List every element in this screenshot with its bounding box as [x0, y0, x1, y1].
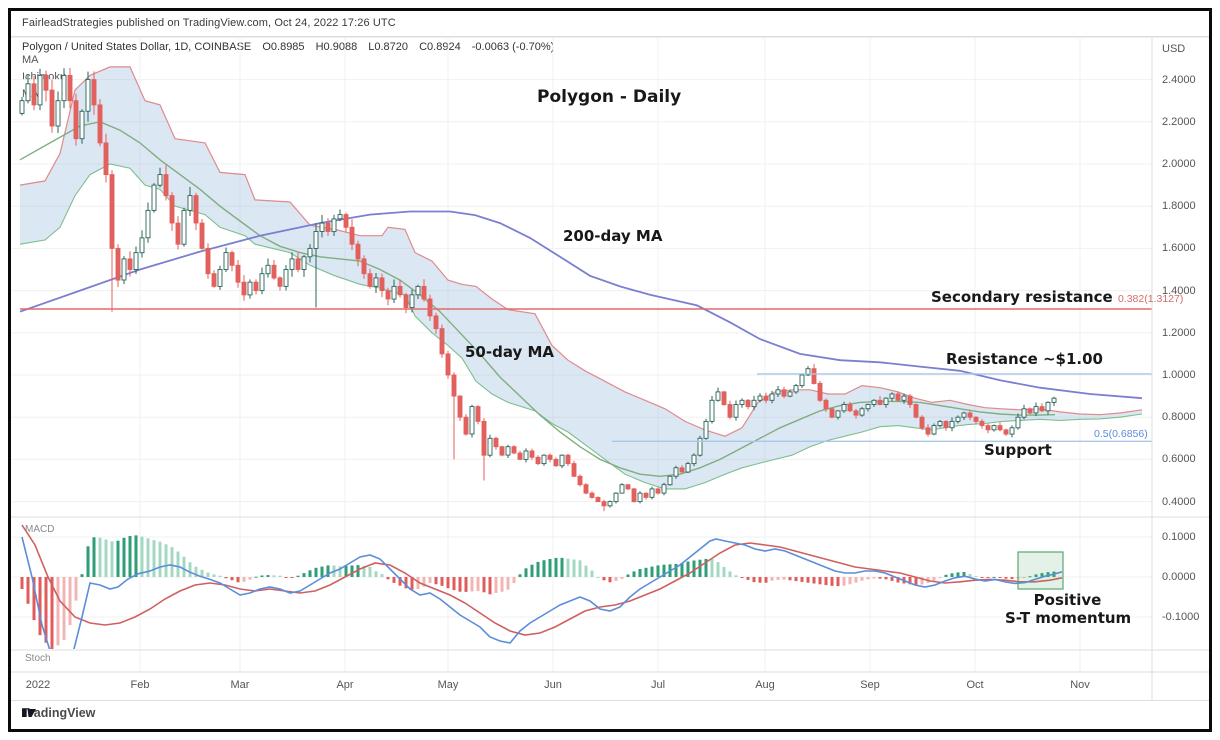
tradingview-brand[interactable]: TradingView [22, 706, 95, 720]
fib-0382-label: 0.382(1.3127) [1117, 293, 1184, 305]
macd-axis-tick: -0.1000 [1162, 611, 1200, 623]
time-axis-label: May [437, 679, 459, 691]
annotation-200day-ma: 200-day MA [563, 227, 663, 245]
macd-pane-label: MACD [25, 524, 55, 535]
annotation-momentum: Positive S-T momentum [1005, 591, 1132, 627]
macd-line [21, 536, 1063, 649]
ichimoku-cloud [20, 66, 1142, 489]
time-axis-label: Jul [650, 679, 666, 691]
symbol-bar: Polygon / United States Dollar, 1D, COIN… [22, 41, 562, 53]
published-line: FairleadStrategies published on TradingV… [22, 17, 396, 29]
momentum-highlight-box [1017, 551, 1064, 590]
time-axis-label: Mar [230, 679, 250, 691]
time-axis-label: Aug [755, 679, 775, 691]
price-axis-tick: 1.8000 [1162, 200, 1196, 213]
annotation-chart-title: Polygon - Daily [537, 87, 682, 107]
fib-05-label: 0.5(0.6856) [1094, 428, 1148, 440]
annotation-support: Support [984, 441, 1052, 459]
price-axis-tick: 0.4000 [1162, 495, 1196, 508]
price-axis-tick: 1.0000 [1162, 369, 1196, 381]
ohlc-low: L0.8720 [368, 41, 409, 53]
annotation-50day-ma: 50-day MA [465, 343, 555, 361]
stoch-pane-label: Stoch [25, 653, 51, 664]
senkou-span-b [19, 66, 1143, 437]
symbol-name: Polygon / United States Dollar, 1D, COIN… [22, 41, 252, 53]
ohlc-open: O0.8985 [262, 41, 305, 53]
price-axis-tick: 2.0000 [1162, 158, 1196, 170]
ma200-line [19, 210, 1143, 400]
time-axis-label: Sep [860, 679, 880, 691]
price-axis-currency: USD [1162, 43, 1186, 55]
momentum-line-2: S-T momentum [1005, 609, 1132, 627]
annotation-resistance: Resistance ~$1.00 [946, 350, 1103, 368]
time-axis-label: Oct [966, 679, 984, 691]
price-axis-tick: 2.4000 [1162, 73, 1196, 86]
macd-axis-tick: 0.0000 [1162, 571, 1196, 583]
time-axis-label: 2022 [25, 679, 51, 691]
time-axis-label: Jun [544, 679, 562, 691]
ohlc-high: H0.9088 [315, 41, 358, 53]
macd-signal-line [21, 524, 1063, 636]
ohlc-close: C0.8924 [419, 41, 461, 53]
candles [19, 68, 1057, 512]
time-axis-label: Feb [130, 679, 150, 691]
legend-ma-1: MA [22, 54, 39, 66]
time-axis-label: Nov [1070, 679, 1090, 691]
annotation-secondary-resistance: Secondary resistance 0.382(1.3127) [931, 288, 1183, 306]
time-axis-label: Apr [336, 679, 354, 691]
secondary-resistance-text: Secondary resistance [931, 288, 1113, 306]
price-axis-tick: 0.6000 [1162, 453, 1196, 466]
macd-pane [20, 524, 1063, 649]
footer-divider [11, 700, 1209, 701]
price-axis-tick: 2.2000 [1162, 115, 1196, 128]
ma50-line [19, 121, 1056, 478]
price-axis-tick: 1.6000 [1162, 242, 1196, 255]
momentum-line-1: Positive [1033, 591, 1102, 609]
tradingview-brand-text: TradingView [22, 706, 96, 720]
price-axis-tick: 1.2000 [1162, 326, 1196, 339]
ohlc-change: -0.0063 (-0.70%) [471, 41, 555, 53]
price-axis-tick: 1.4000 [1162, 284, 1196, 297]
price-axis-tick: 0.8000 [1162, 411, 1196, 424]
macd-axis-tick: 0.1000 [1162, 531, 1196, 543]
price-pane [19, 66, 1143, 512]
tradingview-logo-icon [22, 709, 36, 717]
